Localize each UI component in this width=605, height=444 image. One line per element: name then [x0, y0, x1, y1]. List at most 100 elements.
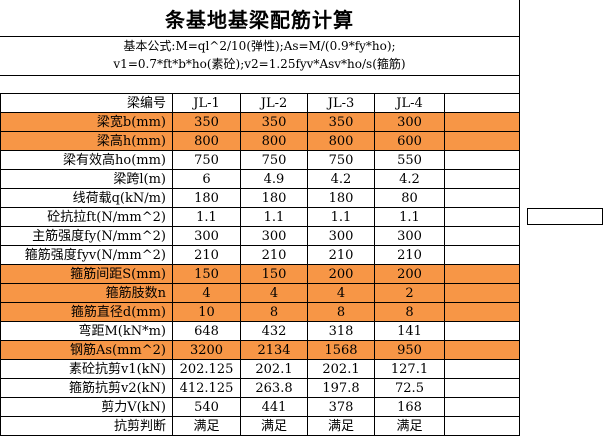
value-cell[interactable]: 800 — [172, 131, 241, 151]
value-cell[interactable]: 950 — [374, 340, 445, 360]
value-cell[interactable]: 200 — [374, 264, 445, 284]
outside-cell[interactable] — [519, 169, 605, 189]
outside-cell[interactable] — [519, 283, 605, 303]
value-cell[interactable]: 141 — [374, 321, 445, 341]
value-cell[interactable]: 满足 — [240, 416, 308, 436]
formula-cell[interactable]: 基本公式:M=ql^2/10(弹性);As=M/(0.9*fy*ho); v1=… — [0, 36, 520, 75]
value-cell[interactable]: 4.2 — [374, 169, 445, 189]
row-label-cell[interactable]: 梁宽b(mm) — [0, 112, 173, 132]
outside-cell[interactable] — [519, 397, 605, 417]
value-cell[interactable]: 1.1 — [240, 207, 308, 227]
header-col-cell[interactable]: JL-4 — [374, 93, 445, 113]
outside-cell[interactable] — [519, 188, 605, 208]
empty-cell[interactable] — [444, 397, 520, 417]
value-cell[interactable]: 150 — [240, 264, 308, 284]
value-cell[interactable]: 满足 — [374, 416, 445, 436]
empty-cell[interactable] — [444, 321, 520, 341]
row-label-cell[interactable]: 剪力V(kN) — [0, 397, 173, 417]
value-cell[interactable]: 350 — [307, 112, 375, 132]
empty-cell[interactable] — [444, 416, 520, 436]
row-label-cell[interactable]: 箍筋强度fyv(N/mm^2) — [0, 245, 173, 265]
value-cell[interactable]: 210 — [307, 245, 375, 265]
row-label-cell[interactable]: 线荷载q(kN/m) — [0, 188, 173, 208]
value-cell[interactable]: 4.9 — [240, 169, 308, 189]
value-cell[interactable]: 210 — [240, 245, 308, 265]
empty-cell[interactable] — [444, 150, 520, 170]
value-cell[interactable]: 2 — [374, 283, 445, 303]
row-label-cell[interactable]: 箍筋抗剪v2(kN) — [0, 378, 173, 398]
header-col-cell[interactable]: JL-2 — [240, 93, 308, 113]
value-cell[interactable]: 6 — [172, 169, 241, 189]
outside-cell[interactable] — [519, 226, 605, 246]
outside-cell[interactable] — [519, 264, 605, 284]
value-cell[interactable]: 378 — [307, 397, 375, 417]
value-cell[interactable]: 3200 — [172, 340, 241, 360]
value-cell[interactable]: 168 — [374, 397, 445, 417]
outside-cell[interactable] — [519, 245, 605, 265]
outside-cell[interactable] — [519, 131, 605, 151]
value-cell[interactable]: 2134 — [240, 340, 308, 360]
empty-cell[interactable] — [444, 188, 520, 208]
value-cell[interactable]: 263.8 — [240, 378, 308, 398]
value-cell[interactable]: 550 — [374, 150, 445, 170]
value-cell[interactable]: 150 — [172, 264, 241, 284]
row-label-cell[interactable]: 箍筋间距S(mm) — [0, 264, 173, 284]
outside-cell[interactable] — [519, 302, 605, 322]
outside-cell[interactable] — [519, 150, 605, 170]
row-label-cell[interactable]: 抗剪判断 — [0, 416, 173, 436]
row-label-cell[interactable]: 箍筋直径d(mm) — [0, 302, 173, 322]
value-cell[interactable]: 满足 — [307, 416, 375, 436]
value-cell[interactable]: 8 — [307, 302, 375, 322]
value-cell[interactable]: 202.125 — [172, 359, 241, 379]
value-cell[interactable]: 127.1 — [374, 359, 445, 379]
row-label-cell[interactable]: 箍筋肢数n — [0, 283, 173, 303]
value-cell[interactable]: 300 — [307, 226, 375, 246]
value-cell[interactable]: 8 — [374, 302, 445, 322]
value-cell[interactable]: 197.8 — [307, 378, 375, 398]
value-cell[interactable]: 600 — [374, 131, 445, 151]
row-label-cell[interactable]: 梁跨l(m) — [0, 169, 173, 189]
empty-cell[interactable] — [444, 169, 520, 189]
sheet-title[interactable]: 条基地基梁配筋计算 — [0, 0, 520, 36]
empty-cell[interactable] — [444, 302, 520, 322]
selected-cell[interactable] — [527, 208, 603, 225]
row-label-cell[interactable]: 钢筋As(mm^2) — [0, 340, 173, 360]
value-cell[interactable]: 80 — [374, 188, 445, 208]
row-label-cell[interactable]: 主筋强度fy(N/mm^2) — [0, 226, 173, 246]
empty-cell[interactable] — [444, 131, 520, 151]
value-cell[interactable]: 72.5 — [374, 378, 445, 398]
value-cell[interactable]: 210 — [172, 245, 241, 265]
value-cell[interactable]: 180 — [172, 188, 241, 208]
value-cell[interactable]: 318 — [307, 321, 375, 341]
value-cell[interactable]: 300 — [374, 112, 445, 132]
value-cell[interactable]: 800 — [240, 131, 308, 151]
value-cell[interactable]: 350 — [172, 112, 241, 132]
header-col-cell[interactable]: JL-3 — [307, 93, 375, 113]
value-cell[interactable]: 750 — [240, 150, 308, 170]
outside-cell[interactable] — [519, 359, 605, 379]
value-cell[interactable]: 8 — [240, 302, 308, 322]
value-cell[interactable]: 441 — [240, 397, 308, 417]
value-cell[interactable]: 1.1 — [172, 207, 241, 227]
empty-cell[interactable] — [444, 283, 520, 303]
value-cell[interactable]: 350 — [240, 112, 308, 132]
row-label-cell[interactable]: 砼抗拉ft(N/mm^2) — [0, 207, 173, 227]
value-cell[interactable]: 满足 — [172, 416, 241, 436]
outside-cell[interactable] — [519, 321, 605, 341]
header-label-cell[interactable]: 梁编号 — [0, 93, 173, 113]
value-cell[interactable]: 180 — [307, 188, 375, 208]
empty-cell[interactable] — [444, 207, 520, 227]
value-cell[interactable]: 300 — [172, 226, 241, 246]
empty-row[interactable] — [0, 75, 520, 94]
value-cell[interactable]: 300 — [240, 226, 308, 246]
row-label-cell[interactable]: 素砼抗剪v1(kN) — [0, 359, 173, 379]
value-cell[interactable]: 750 — [172, 150, 241, 170]
value-cell[interactable]: 210 — [374, 245, 445, 265]
value-cell[interactable]: 750 — [307, 150, 375, 170]
empty-cell[interactable] — [444, 226, 520, 246]
value-cell[interactable]: 412.125 — [172, 378, 241, 398]
value-cell[interactable]: 202.1 — [307, 359, 375, 379]
value-cell[interactable]: 4 — [240, 283, 308, 303]
empty-cell[interactable] — [444, 378, 520, 398]
empty-cell[interactable] — [444, 359, 520, 379]
